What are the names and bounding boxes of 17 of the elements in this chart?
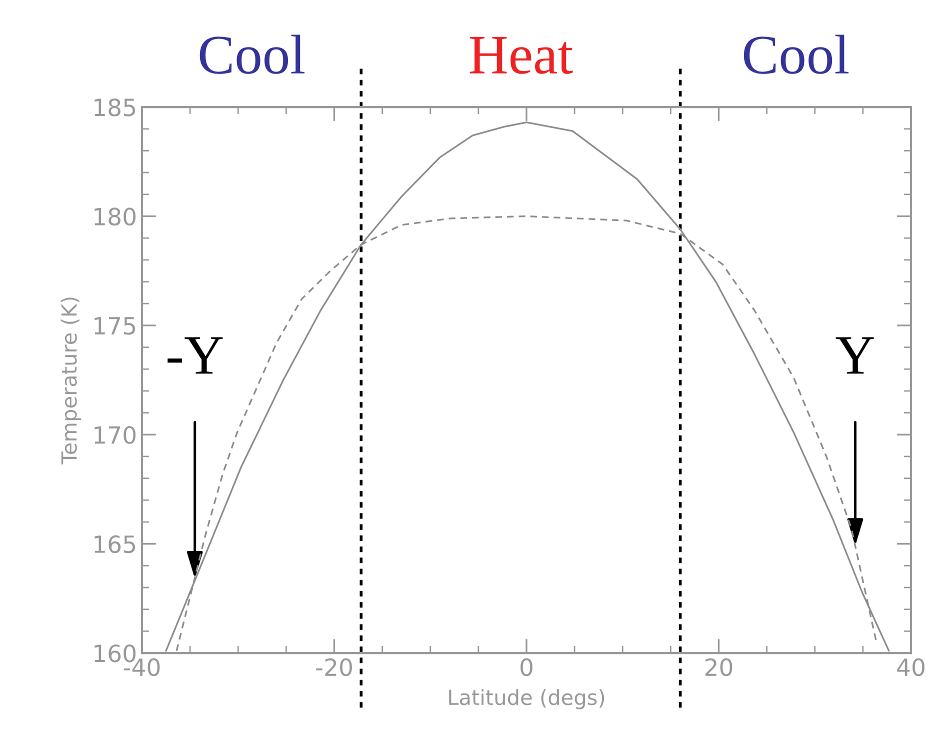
line-series xyxy=(165,121,890,652)
y-tick-label: 175 xyxy=(94,317,136,335)
annotation: -Y xyxy=(168,337,223,374)
x-tick-label: -20 xyxy=(316,658,352,676)
text: Cool xyxy=(200,34,304,74)
annotation: Y xyxy=(836,337,874,374)
x-tick-label: 20 xyxy=(705,658,732,676)
x-tick-label: 40 xyxy=(897,658,924,676)
text: Heat xyxy=(470,36,573,74)
y-tick-label: 170 xyxy=(94,426,136,444)
y-tick-label: 165 xyxy=(94,535,136,554)
x-tick-label: 0 xyxy=(520,658,532,676)
text: Cool xyxy=(744,34,849,74)
y-tick-label: 185 xyxy=(94,98,136,116)
x-axis-title: Latitude (degs) xyxy=(449,689,604,710)
y-axis-title: Temperature (K) xyxy=(60,298,81,464)
y-tick-label: 180 xyxy=(94,208,136,226)
